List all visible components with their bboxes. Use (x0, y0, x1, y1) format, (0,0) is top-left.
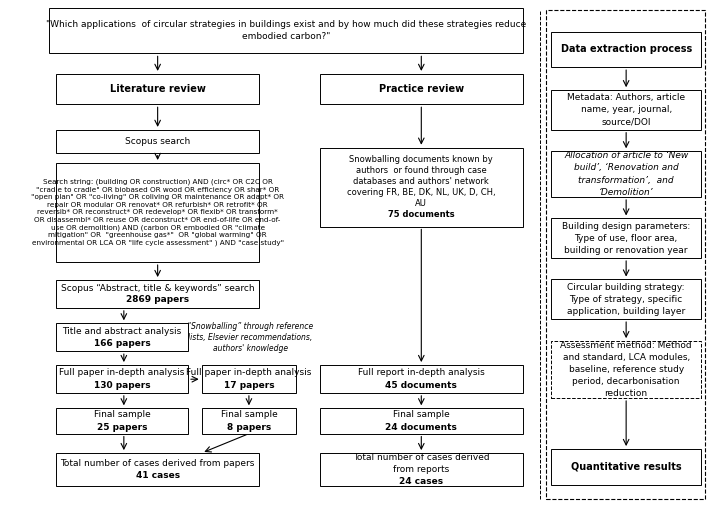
Text: Total number of cases derived: Total number of cases derived (353, 453, 490, 462)
Text: Final sample: Final sample (221, 410, 277, 419)
Text: Type of strategy, specific: Type of strategy, specific (570, 295, 683, 304)
FancyBboxPatch shape (56, 408, 188, 434)
Text: Allocation of article to ‘New: Allocation of article to ‘New (564, 151, 689, 160)
FancyBboxPatch shape (551, 151, 701, 197)
Text: Circular building strategy:: Circular building strategy: (567, 282, 685, 292)
Text: Snowballing documents known by: Snowballing documents known by (350, 155, 493, 164)
Text: source/DOI: source/DOI (602, 118, 651, 127)
Text: 130 papers: 130 papers (94, 381, 150, 389)
FancyBboxPatch shape (551, 279, 701, 319)
Text: application, building layer: application, building layer (567, 307, 685, 316)
Text: ‘Demolition’: ‘Demolition’ (599, 188, 654, 197)
FancyBboxPatch shape (320, 74, 523, 104)
Text: Total number of cases derived from papers: Total number of cases derived from paper… (61, 459, 255, 468)
FancyBboxPatch shape (320, 408, 523, 434)
Text: name, year, journal,: name, year, journal, (580, 105, 671, 115)
Text: Type of use, floor area,: Type of use, floor area, (575, 234, 678, 243)
FancyBboxPatch shape (49, 8, 523, 53)
Text: Data extraction process: Data extraction process (560, 44, 692, 54)
Text: Building design parameters:: Building design parameters: (562, 221, 690, 231)
Text: Final sample: Final sample (94, 410, 150, 419)
Text: and standard, LCA modules,: and standard, LCA modules, (562, 353, 690, 362)
FancyBboxPatch shape (56, 280, 259, 308)
FancyBboxPatch shape (56, 323, 188, 351)
Text: transformation’,  and: transformation’, and (578, 176, 674, 185)
Text: 45 documents: 45 documents (385, 381, 457, 389)
Text: Title and abstract analysis: Title and abstract analysis (63, 327, 182, 335)
Text: 2869 papers: 2869 papers (126, 295, 189, 304)
Text: authors  or found through case: authors or found through case (356, 166, 487, 175)
Text: reduction: reduction (604, 389, 648, 399)
Text: 24 documents: 24 documents (385, 422, 457, 432)
FancyBboxPatch shape (551, 341, 701, 398)
Text: covering FR, BE, DK, NL, UK, D, CH,: covering FR, BE, DK, NL, UK, D, CH, (347, 188, 496, 197)
Text: Scopus “Abstract, title & keywords” search: Scopus “Abstract, title & keywords” sear… (61, 284, 254, 293)
Text: Search string: (building OR construction) AND (circ* OR C2C OR
"cradle to cradle: Search string: (building OR construction… (31, 179, 284, 246)
Text: 24 cases: 24 cases (399, 477, 444, 486)
Text: Final sample: Final sample (393, 410, 450, 419)
Text: "Which applications  of circular strategies in buildings exist and by how much d: "Which applications of circular strategi… (46, 20, 526, 41)
Text: build’, ‘Renovation and: build’, ‘Renovation and (574, 163, 679, 173)
Text: “Snowballing” through reference
lists, Elsevier recommendations,
authors' knowle: “Snowballing” through reference lists, E… (187, 322, 314, 353)
FancyBboxPatch shape (546, 10, 706, 499)
Text: from reports: from reports (393, 465, 449, 474)
Text: Practice review: Practice review (379, 84, 464, 94)
Text: 75 documents: 75 documents (388, 210, 455, 219)
FancyBboxPatch shape (56, 163, 259, 262)
FancyBboxPatch shape (551, 449, 701, 485)
Text: period, decarbonisation: period, decarbonisation (572, 377, 680, 386)
Text: Full report in-depth analysis: Full report in-depth analysis (358, 369, 485, 377)
FancyBboxPatch shape (201, 408, 296, 434)
FancyBboxPatch shape (320, 453, 523, 486)
FancyBboxPatch shape (551, 32, 701, 67)
FancyBboxPatch shape (56, 130, 259, 153)
Text: 25 papers: 25 papers (97, 422, 147, 432)
FancyBboxPatch shape (551, 218, 701, 258)
Text: 166 papers: 166 papers (94, 339, 150, 348)
FancyBboxPatch shape (320, 148, 523, 227)
FancyBboxPatch shape (201, 365, 296, 393)
Text: Assessment method: Method: Assessment method: Method (560, 341, 692, 350)
Text: 41 cases: 41 cases (135, 471, 179, 480)
Text: Full paper in-depth analysis: Full paper in-depth analysis (187, 369, 312, 377)
Text: Metadata: Authors, article: Metadata: Authors, article (567, 93, 685, 102)
Text: baseline, reference study: baseline, reference study (568, 365, 684, 374)
FancyBboxPatch shape (56, 365, 188, 393)
FancyBboxPatch shape (56, 74, 259, 104)
Text: 8 papers: 8 papers (227, 422, 271, 432)
Text: Full paper in-depth analysis: Full paper in-depth analysis (60, 369, 185, 377)
FancyBboxPatch shape (320, 365, 523, 393)
Text: databases and authors' network: databases and authors' network (353, 177, 489, 186)
Text: Literature review: Literature review (110, 84, 206, 94)
FancyBboxPatch shape (551, 90, 701, 130)
Text: building or renovation year: building or renovation year (565, 246, 688, 255)
FancyBboxPatch shape (56, 453, 259, 486)
Text: AU: AU (415, 199, 427, 208)
Text: Scopus search: Scopus search (125, 137, 190, 146)
Text: 17 papers: 17 papers (224, 381, 274, 389)
Text: Quantitative results: Quantitative results (571, 462, 681, 472)
